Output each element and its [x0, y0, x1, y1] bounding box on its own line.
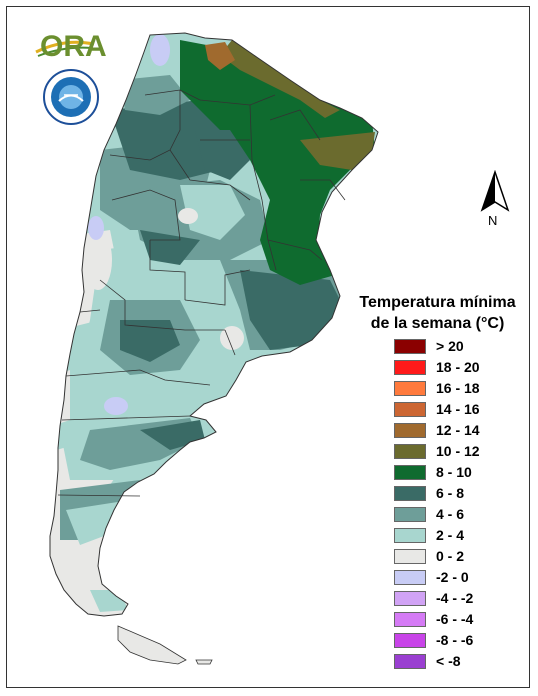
legend-item: 2 - 4	[394, 527, 514, 544]
legend-label: 4 - 6	[436, 506, 465, 522]
legend-swatch	[394, 402, 426, 417]
legend-label: 8 - 10	[436, 464, 472, 480]
legend-item: -6 - -4	[394, 611, 514, 628]
legend-label: -2 - 0	[436, 569, 469, 585]
legend-title-line1: Temperatura mínima	[359, 294, 516, 311]
legend-label: 10 - 12	[436, 443, 480, 459]
legend-swatch	[394, 465, 426, 480]
legend-label: > 20	[436, 338, 464, 354]
legend-item: > 20	[394, 338, 514, 355]
legend-label: 2 - 4	[436, 527, 465, 543]
north-label: N	[488, 213, 498, 228]
north-arrow-icon	[480, 170, 510, 212]
legend-label: 16 - 18	[436, 380, 480, 396]
legend-item: < -8	[394, 653, 514, 670]
legend-label: 0 - 2	[436, 548, 465, 564]
legend-item: 18 - 20	[394, 359, 514, 376]
legend-item: -4 - -2	[394, 590, 514, 607]
legend-item: 0 - 2	[394, 548, 514, 565]
legend-item: 4 - 6	[394, 506, 514, 523]
legend-swatch	[394, 528, 426, 543]
legend-swatch	[394, 423, 426, 438]
legend-item: 6 - 8	[394, 485, 514, 502]
legend-item: 12 - 14	[394, 422, 514, 439]
province-borders	[49, 32, 379, 617]
legend-swatch	[394, 360, 426, 375]
legend-swatch	[394, 507, 426, 522]
legend-item: 10 - 12	[394, 443, 514, 460]
legend-label: -4 - -2	[436, 590, 474, 606]
legend-title: Temperatura mínima de la semana (°C)	[350, 292, 525, 334]
legend-swatch	[394, 381, 426, 396]
legend-label: 6 - 8	[436, 485, 465, 501]
legend-label: < -8	[436, 653, 461, 669]
legend-swatch	[394, 591, 426, 606]
legend-swatch	[394, 444, 426, 459]
legend-swatch	[394, 486, 426, 501]
legend-item: 8 - 10	[394, 464, 514, 481]
legend-swatch	[394, 549, 426, 564]
smn-seal-icon	[43, 69, 99, 125]
legend-item: -2 - 0	[394, 569, 514, 586]
legend-item: 14 - 16	[394, 401, 514, 418]
legend-title-line2: de la semana (°C)	[370, 315, 505, 332]
legend-label: -8 - -6	[436, 632, 474, 648]
legend-swatch	[394, 612, 426, 627]
legend-label: 14 - 16	[436, 401, 480, 417]
ora-logo: ORA	[40, 30, 107, 63]
legend-item: -8 - -6	[394, 632, 514, 649]
legend-swatch	[394, 339, 426, 354]
tierra-del-fuego	[117, 625, 213, 665]
legend-swatch	[394, 654, 426, 669]
ora-logo-swoosh	[35, 40, 95, 57]
legend-label: 12 - 14	[436, 422, 480, 438]
legend-label: 18 - 20	[436, 359, 480, 375]
legend-swatch	[394, 633, 426, 648]
legend-item: 16 - 18	[394, 380, 514, 397]
legend-label: -6 - -4	[436, 611, 474, 627]
legend-swatch	[394, 570, 426, 585]
